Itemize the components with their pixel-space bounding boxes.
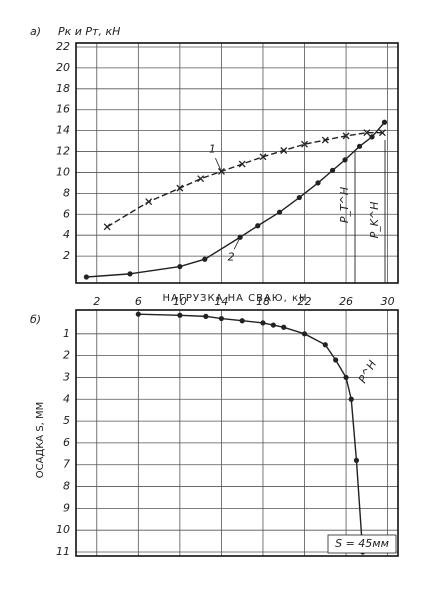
dot-marker [281, 324, 287, 330]
y-axis-label: ОСАДКА S, ММ [35, 402, 46, 479]
label-leader [215, 158, 222, 172]
dot-marker [343, 374, 349, 381]
dot-marker [381, 119, 388, 125]
cross-marker [321, 136, 329, 144]
x-tick-label: 6 [135, 295, 142, 308]
dot-marker [353, 457, 360, 463]
dot-marker [348, 396, 354, 402]
dot-marker [239, 318, 245, 324]
cross-marker [145, 198, 153, 206]
dot-marker [177, 312, 183, 318]
dot-marker [260, 320, 266, 326]
annotation: P_T^H [338, 187, 351, 223]
annotation: S = 45мм [335, 537, 389, 550]
dot-marker [276, 209, 283, 215]
y-tick-label: 2 [63, 249, 70, 262]
plot-frame [75, 309, 399, 557]
dot-marker [203, 313, 209, 319]
y-tick-label: 5 [63, 414, 70, 427]
dot-marker [237, 234, 243, 240]
dot-marker [301, 331, 308, 337]
y-tick-label: 8 [63, 480, 70, 493]
dot-marker [369, 134, 375, 140]
series-line [138, 313, 364, 553]
x-tick-label: 18 [256, 295, 270, 308]
dot-marker [127, 271, 133, 277]
series-line [86, 121, 386, 278]
x-tick-label: 30 [381, 295, 395, 308]
cross-marker [176, 184, 184, 192]
cross-marker [342, 132, 350, 140]
y-tick-label: 8 [63, 186, 70, 199]
chart-title: Pк и Pт, кН [58, 25, 120, 38]
annotation: P_K^H [368, 202, 381, 239]
dot-marker [315, 180, 321, 186]
y-tick-label: 18 [56, 82, 70, 95]
y-tick-label: 10 [56, 165, 70, 178]
y-tick-label: 16 [56, 103, 70, 116]
y-tick-label: 7 [63, 458, 70, 471]
dot-marker [322, 342, 328, 348]
y-tick-label: 14 [56, 124, 70, 137]
y-tick-label: 10 [56, 523, 70, 536]
y-tick-label: 6 [63, 436, 70, 449]
y-tick-label: 9 [63, 501, 70, 514]
y-tick-label: 11 [56, 545, 70, 558]
cross-marker [238, 160, 246, 168]
x-axis-label: НАГРУЗКА НА СВАЮ, кН [162, 293, 307, 304]
cross-marker [280, 147, 288, 154]
cross-marker [259, 153, 267, 161]
cross-marker [378, 129, 386, 137]
x-tick-label: 2 [93, 295, 100, 308]
cross-marker [363, 129, 371, 137]
x-tick-label: 22 [298, 295, 312, 308]
panel-label: а) [30, 25, 41, 38]
label-leader [233, 237, 241, 250]
dot-marker [83, 274, 89, 280]
cross-marker [301, 140, 308, 148]
cross-marker [197, 175, 205, 183]
y-tick-label: 22 [56, 40, 70, 53]
y-tick-label: 20 [56, 61, 70, 74]
dot-marker [255, 223, 261, 229]
annotation-box [327, 534, 397, 554]
cross-marker [103, 223, 111, 231]
dot-marker [135, 311, 141, 317]
y-tick-label: 3 [63, 370, 70, 383]
dot-marker [202, 256, 208, 262]
y-tick-label: 1 [63, 327, 70, 340]
annotation: P^H [356, 358, 379, 385]
x-tick-label: 10 [173, 295, 187, 308]
dot-marker [356, 143, 363, 149]
plot-frame [75, 42, 399, 284]
curve-label: 2 [228, 250, 235, 263]
dot-marker [333, 357, 339, 363]
panel-label: б) [30, 313, 41, 326]
x-tick-label: 14 [214, 295, 228, 308]
y-tick-label: 6 [63, 207, 70, 220]
dot-marker [177, 263, 183, 270]
dot-marker [329, 167, 336, 173]
y-tick-label: 2 [63, 349, 70, 362]
y-tick-label: 12 [56, 145, 70, 158]
dot-marker [296, 194, 302, 201]
y-tick-label: 4 [63, 392, 70, 405]
x-tick-label: 26 [339, 295, 353, 308]
y-tick-label: 4 [63, 228, 70, 241]
dot-marker [342, 157, 348, 163]
curve-label: 1 [209, 142, 216, 155]
dot-marker [218, 315, 225, 322]
dot-marker [270, 322, 276, 328]
